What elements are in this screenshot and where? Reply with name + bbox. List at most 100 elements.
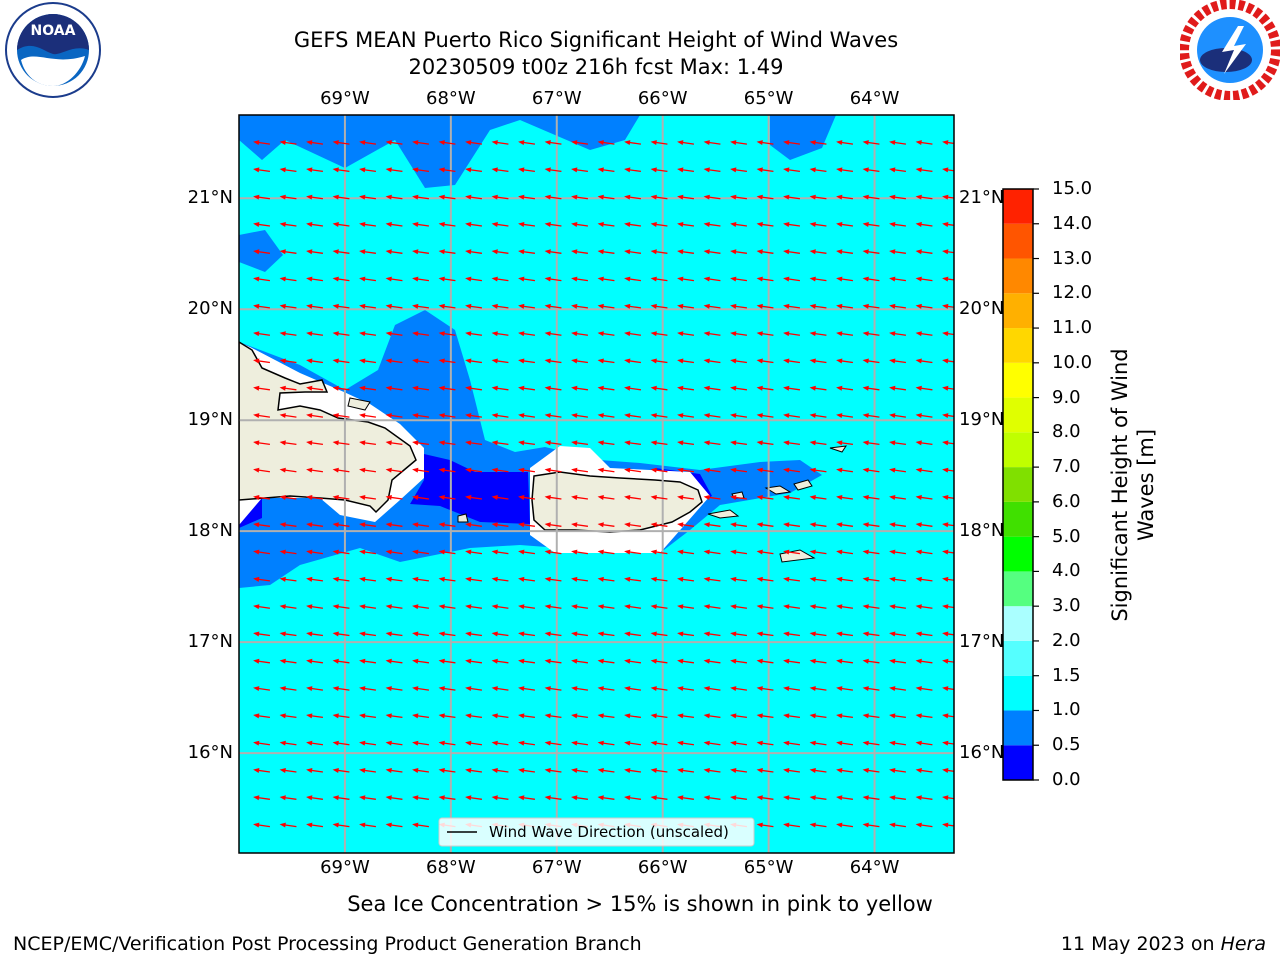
wave-direction-arrow <box>359 194 377 200</box>
wave-direction-arrow <box>677 167 695 173</box>
wave-direction-arrow <box>942 222 954 227</box>
wave-direction-arrow <box>332 522 350 528</box>
wave-direction-arrow <box>650 303 668 309</box>
wave-direction-arrow <box>412 331 430 337</box>
colorbar-tick-label: 3.0 <box>1052 595 1081 617</box>
wave-direction-arrow <box>438 604 456 610</box>
wave-direction-arrow <box>677 522 695 528</box>
wave-direction-arrow <box>942 658 954 664</box>
wave-direction-arrow <box>359 331 377 337</box>
wave-direction-arrow <box>756 249 774 255</box>
wave-direction-arrow <box>783 658 801 664</box>
wave-direction-arrow <box>359 222 377 227</box>
wave-direction-arrow <box>279 795 297 801</box>
wave-direction-arrow <box>862 522 880 528</box>
wave-direction-arrow <box>783 222 801 227</box>
wave-direction-arrow <box>624 495 642 500</box>
wave-direction-arrow <box>332 795 350 801</box>
wave-direction-arrow <box>862 631 880 637</box>
lon-label-bottom: 69°W <box>320 857 370 878</box>
wave-direction-arrow <box>703 358 721 364</box>
wave-direction-arrow <box>730 413 748 419</box>
colorbar-tick-label: 15.0 <box>1052 178 1093 199</box>
wave-direction-arrow <box>624 467 642 473</box>
wave-direction-arrow <box>889 549 907 555</box>
wave-direction-arrow <box>756 358 774 364</box>
wave-direction-arrow <box>703 167 721 173</box>
wave-direction-arrow <box>385 467 403 473</box>
wave-direction-arrow <box>306 167 324 173</box>
wave-direction-arrow <box>597 686 615 692</box>
land-mona-island <box>457 513 469 523</box>
wave-direction-arrow <box>597 467 615 473</box>
wave-direction-arrow <box>862 303 880 309</box>
wave-direction-arrow <box>253 631 271 637</box>
wave-direction-arrow <box>253 303 271 309</box>
wave-direction-arrow <box>836 822 854 828</box>
wave-direction-arrow <box>597 249 615 255</box>
wave-direction-arrow <box>703 276 721 282</box>
wave-direction-arrow <box>465 303 483 309</box>
wave-direction-arrow <box>279 249 297 255</box>
wave-direction-arrow <box>756 467 774 473</box>
wave-direction-arrow <box>571 740 589 746</box>
wave-direction-arrow <box>253 795 271 801</box>
wave-direction-arrow <box>332 495 350 500</box>
wave-direction-arrow <box>465 686 483 692</box>
lat-label-right: 17°N <box>959 631 1005 653</box>
wave-direction-arrow <box>730 631 748 637</box>
wave-direction-arrow <box>438 768 456 773</box>
wave-direction-arrow <box>491 358 509 364</box>
wave-direction-arrow <box>703 713 721 719</box>
lat-label-left: 19°N <box>187 409 233 431</box>
wave-direction-arrow <box>915 385 933 391</box>
wave-direction-arrow <box>624 222 642 227</box>
wave-direction-arrow <box>756 713 774 719</box>
wave-direction-arrow <box>544 222 562 227</box>
colorbar-block <box>1003 640 1033 676</box>
wave-direction-arrow <box>491 686 509 692</box>
wave-direction-arrow <box>597 194 615 200</box>
wave-direction-arrow <box>412 467 430 473</box>
wave-direction-arrow <box>359 549 377 555</box>
wave-direction-arrow <box>412 549 430 555</box>
wave-direction-arrow <box>836 194 854 200</box>
wave-direction-arrow <box>544 249 562 255</box>
wave-direction-arrow <box>279 385 297 391</box>
wave-direction-arrow <box>942 686 954 692</box>
wave-direction-arrow <box>518 658 536 664</box>
wave-direction-arrow <box>306 604 324 610</box>
wave-direction-arrow <box>332 276 350 282</box>
lon-label-top: 65°W <box>743 88 794 109</box>
wave-direction-arrow <box>862 140 880 146</box>
wave-direction-arrow <box>465 167 483 173</box>
wave-direction-arrow <box>836 276 854 282</box>
wave-direction-arrow <box>253 222 271 227</box>
wave-direction-arrow <box>809 467 827 473</box>
wave-direction-arrow <box>253 140 271 146</box>
wave-direction-arrow <box>809 522 827 528</box>
wave-direction-arrow <box>385 358 403 364</box>
wave-direction-arrow <box>942 604 954 610</box>
wave-direction-arrow <box>650 276 668 282</box>
wave-direction-arrow <box>889 658 907 664</box>
wave-direction-arrow <box>915 740 933 746</box>
wave-direction-arrow <box>412 276 430 282</box>
wave-direction-arrow <box>465 631 483 637</box>
wave-direction-arrow <box>862 495 880 500</box>
wave-direction-arrow <box>730 358 748 364</box>
wave-direction-arrow <box>359 249 377 255</box>
lat-label-right: 19°N <box>959 409 1005 431</box>
wave-direction-arrow <box>783 413 801 419</box>
wave-direction-arrow <box>385 249 403 255</box>
wave-direction-arrow <box>253 576 271 582</box>
wave-direction-arrow <box>677 604 695 610</box>
wave-direction-arrow <box>438 385 456 391</box>
wave-direction-arrow <box>332 604 350 610</box>
wave-direction-arrow <box>624 358 642 364</box>
colorbar-tick-label: 7.0 <box>1052 456 1081 478</box>
wave-direction-arrow <box>518 795 536 801</box>
wave-direction-arrow <box>518 549 536 555</box>
wave-direction-arrow <box>518 576 536 582</box>
lat-label-left: 20°N <box>187 298 233 320</box>
